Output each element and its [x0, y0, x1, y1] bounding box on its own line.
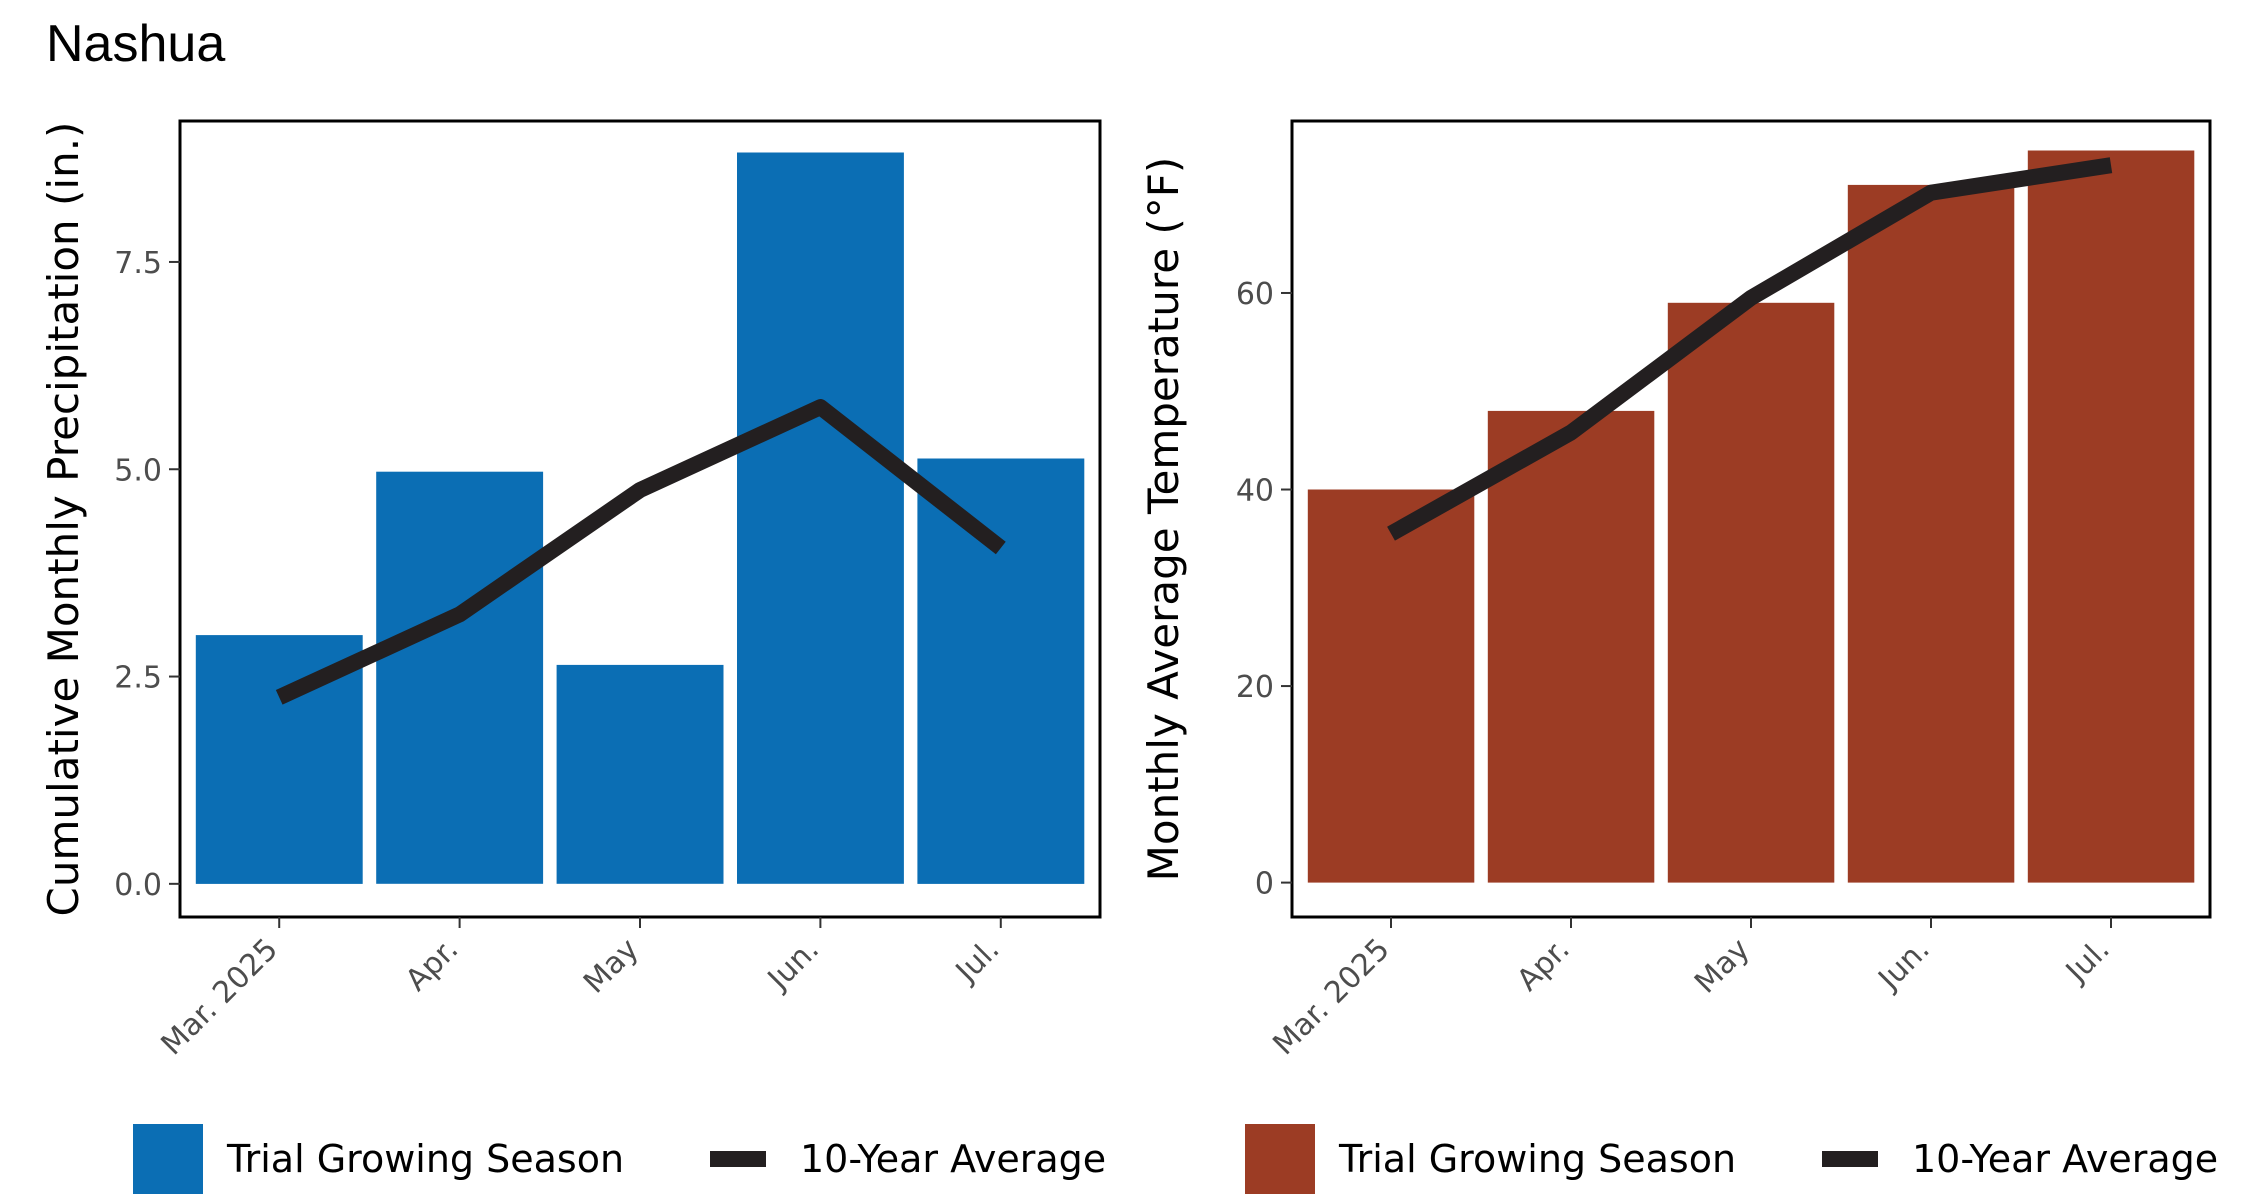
x-tick-label: May — [1688, 932, 1757, 1001]
y-tick-label: 5.0 — [114, 453, 162, 488]
bar-1 — [1307, 489, 1475, 883]
bar-4 — [1847, 184, 2015, 883]
legend-label-trial: Trial Growing Season — [1338, 1137, 1736, 1181]
y-tick-label: 0 — [1255, 867, 1274, 902]
chart-2: 0 20 40 60 Mar. 2025 Apr. May Jun. Jul. Monthly A… — [1139, 119, 2218, 1194]
y-tick-label: 40 — [1236, 474, 1274, 509]
y-tick-label: 60 — [1236, 277, 1274, 312]
bar-2 — [376, 471, 544, 884]
bar-4 — [737, 152, 904, 884]
y-tick-label: 2.5 — [114, 661, 162, 696]
x-tick-label: Apr. — [1510, 932, 1576, 998]
legend-label-average: 10-Year Average — [1912, 1137, 2218, 1181]
legend-swatch-bar — [133, 1124, 203, 1194]
x-tick-label: Mar. 2025 — [155, 932, 285, 1062]
y-tick-label: 7.5 — [114, 246, 162, 281]
x-tick-label: Jul. — [948, 932, 1007, 991]
x-tick-label: May — [577, 932, 646, 1001]
x-tick-label: Mar. 2025 — [1266, 932, 1396, 1062]
bar-3 — [556, 664, 724, 884]
bar-5 — [2027, 150, 2195, 883]
bar-3 — [1667, 302, 1835, 883]
legend: Trial Growing Season 10-Year Average — [133, 1124, 1106, 1194]
x-tick-label: Jun. — [1871, 932, 1937, 998]
x-tick-label: Jul. — [2058, 932, 2117, 991]
chart-1: 0.0 2.5 5.0 7.5 Mar. 2025 Apr. May Jun. Jul. Cumu… — [39, 119, 1106, 1194]
y-axis-title: Monthly Average Temperature (°F) — [1139, 157, 1188, 882]
page-title: Nashua — [46, 15, 226, 73]
x-tick-label: Jun. — [760, 932, 826, 998]
y-tick-label: 0.0 — [114, 868, 162, 903]
x-tick-label: Apr. — [399, 932, 465, 998]
legend-swatch-bar — [1245, 1124, 1315, 1194]
bar-2 — [1487, 410, 1655, 883]
bar-5 — [917, 458, 1085, 884]
legend-label-average: 10-Year Average — [800, 1137, 1106, 1181]
legend: Trial Growing Season 10-Year Average — [1245, 1124, 2218, 1194]
y-tick-label: 20 — [1236, 670, 1274, 705]
y-axis-title: Cumulative Monthly Precipitation (in.) — [39, 122, 88, 917]
legend-label-trial: Trial Growing Season — [226, 1137, 624, 1181]
